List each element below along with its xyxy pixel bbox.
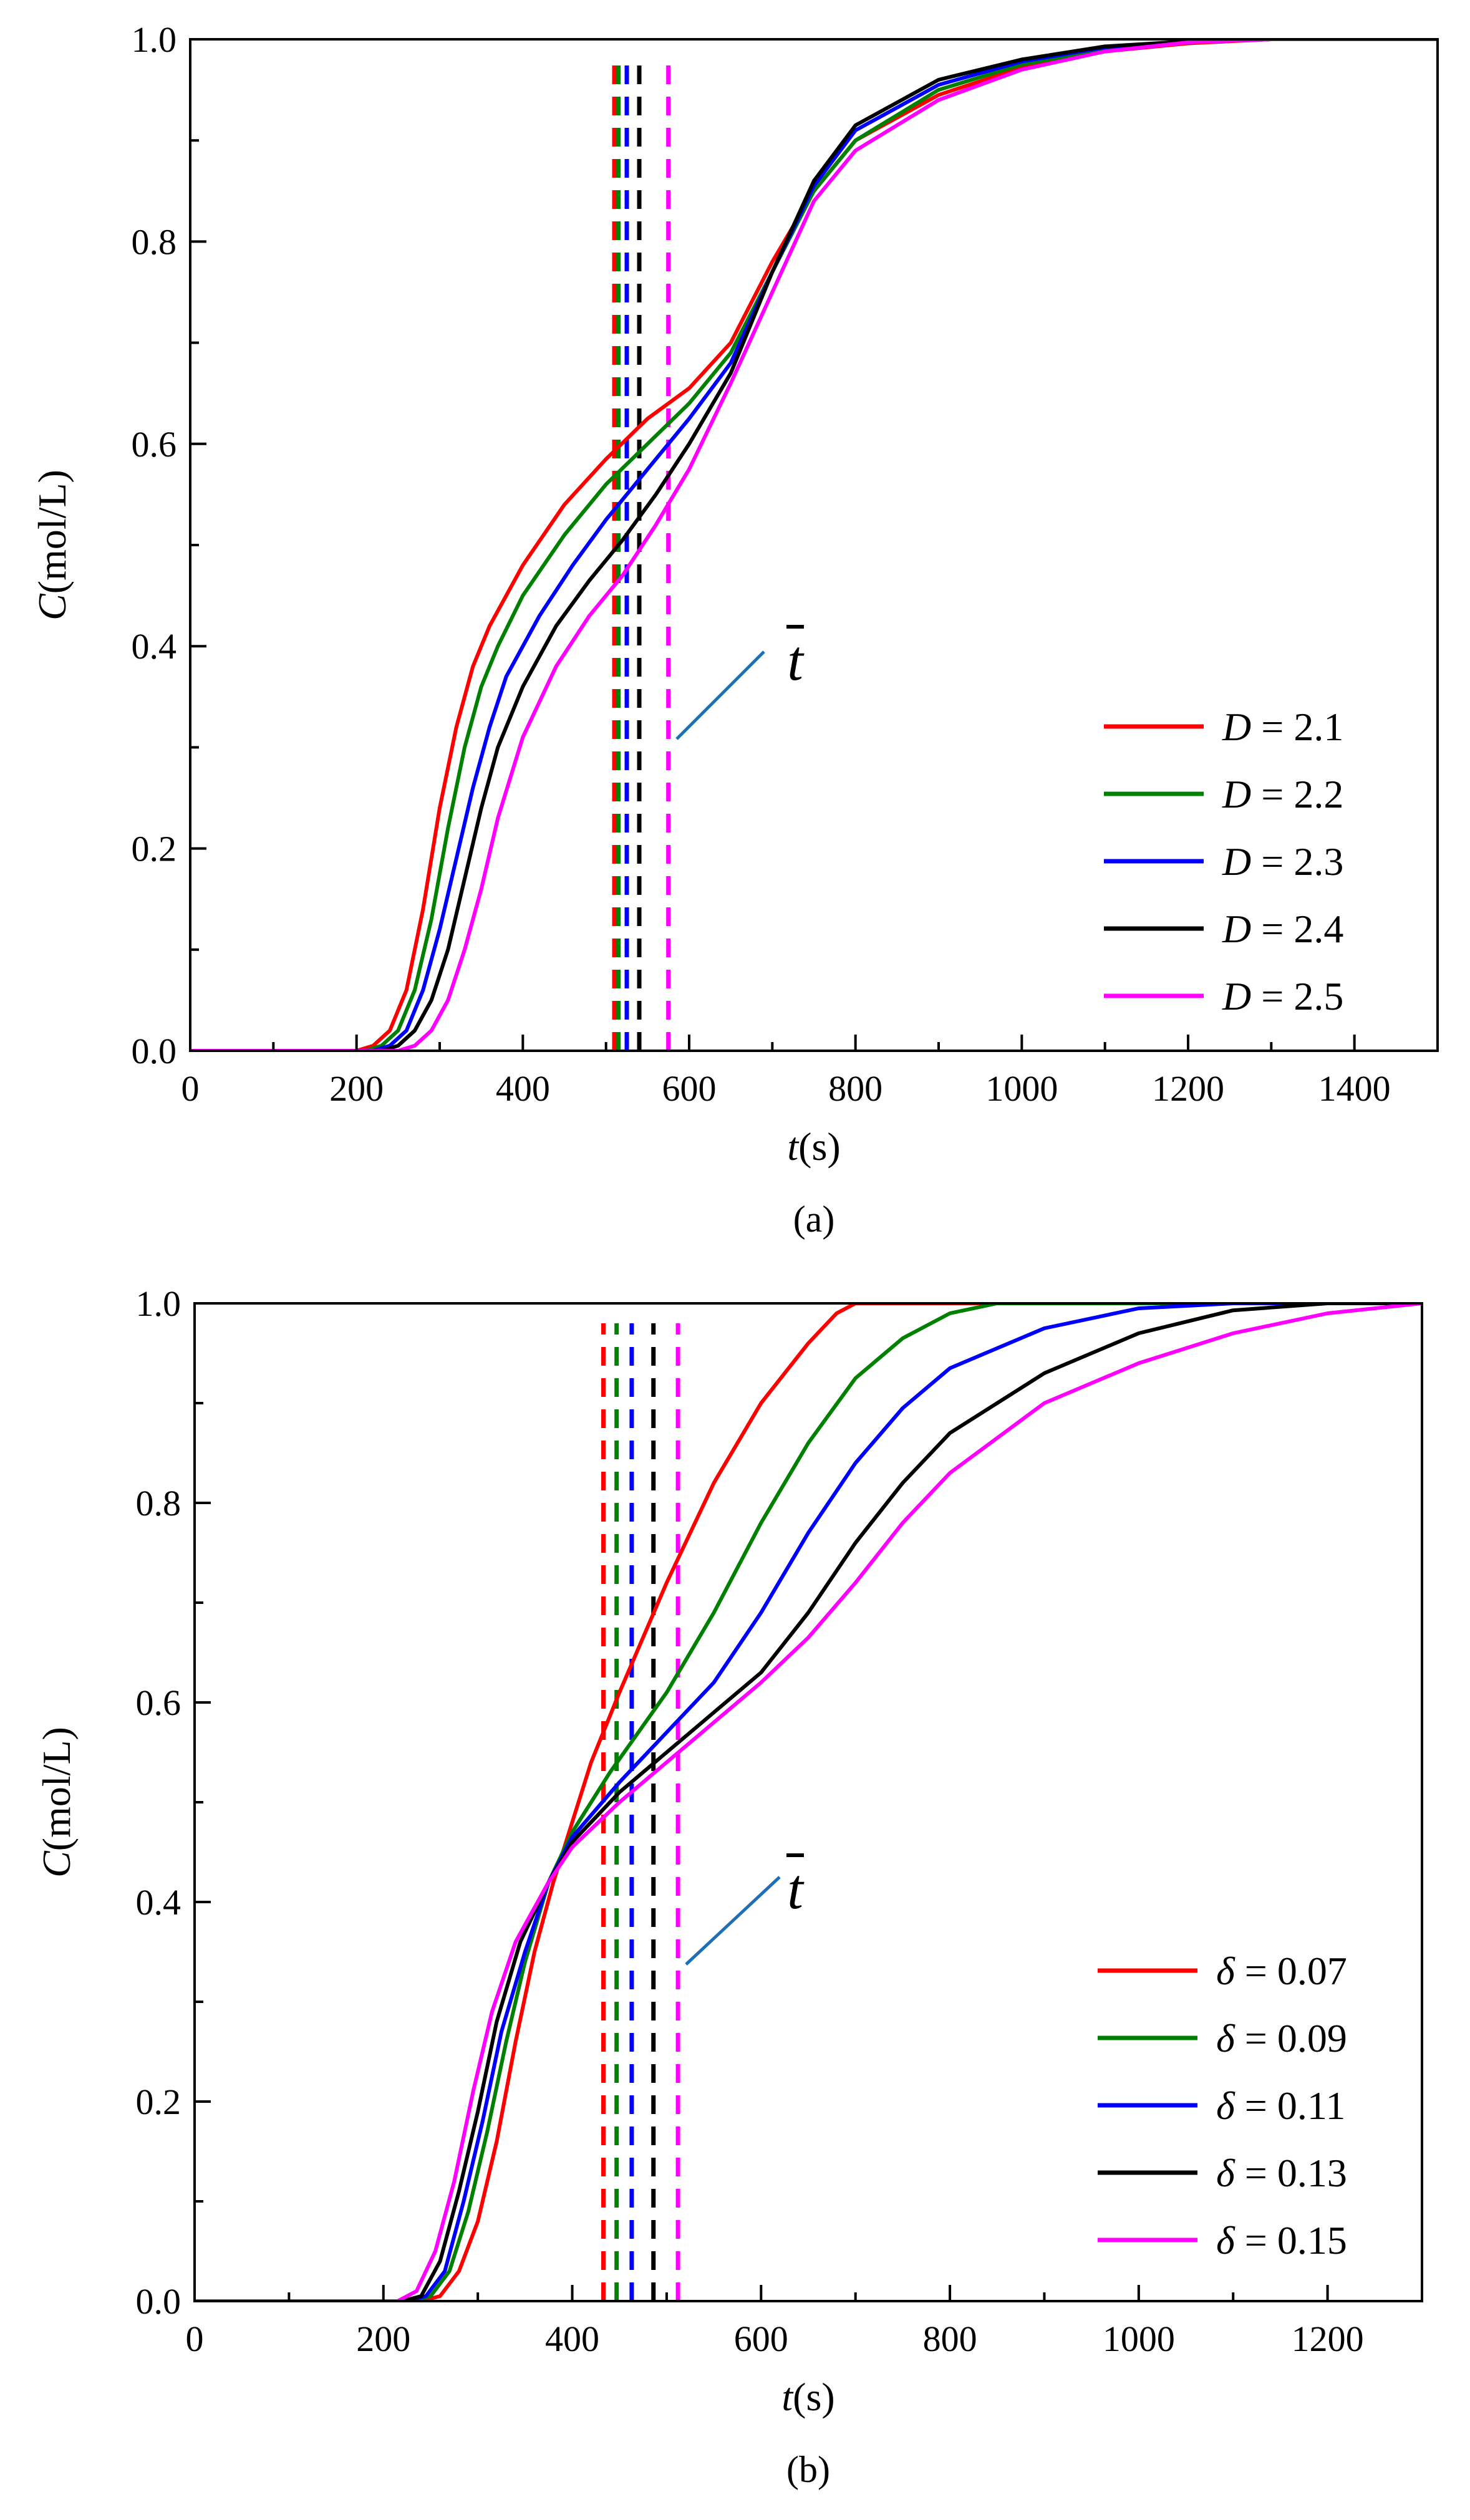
x-axis-title: t(s) — [787, 1124, 840, 1169]
x-tick-label: 1000 — [985, 1068, 1058, 1109]
annotation-pointer — [685, 1876, 781, 1966]
series-line — [190, 39, 1438, 1051]
chart-b: 0 200 400 600 800 1000 1200 0.0 0.2 0.4 0.6 0.8 1.0 t… — [34, 1283, 1423, 2490]
y-axis-title: C(mol/L) — [34, 1727, 79, 1878]
x-tick-label: 0 — [186, 2319, 204, 2359]
x-tick-label: 200 — [329, 1068, 384, 1109]
legend-label: δ = 0.11 — [1216, 2083, 1345, 2128]
chart-a: 0 200 400 600 800 1000 1200 1400 0.0 0.2 0.4 0.6 0.8… — [30, 19, 1439, 1240]
panel-caption: (a) — [793, 1199, 835, 1240]
t-bar-label: t — [787, 629, 805, 692]
x-axis-title: t(s) — [781, 2375, 834, 2419]
series-line — [190, 39, 1438, 1051]
series-line — [190, 39, 1438, 1051]
series-line — [190, 39, 1438, 1051]
y-tick-label: 0.8 — [136, 1483, 181, 1523]
x-tick-label: 0 — [181, 1068, 200, 1109]
y-tick-label: 1.0 — [136, 1283, 181, 1324]
y-tick-label: 0.4 — [132, 626, 177, 667]
y-tick-label: 0.8 — [132, 221, 177, 262]
y-axis-title: C(mol/L) — [30, 470, 74, 620]
legend: δ = 0.07 δ = 0.09 δ = 0.11 δ = 0.13 δ = 0.15 — [1098, 1949, 1347, 2262]
series-line — [195, 1303, 1422, 2301]
legend-label: δ = 0.07 — [1216, 1949, 1347, 1993]
x-tick-label: 1200 — [1292, 2319, 1364, 2359]
legend-label: δ = 0.09 — [1216, 2016, 1347, 2060]
x-tick-label: 400 — [496, 1068, 550, 1109]
x-tick-label: 800 — [923, 2319, 977, 2359]
x-tick-label: 1200 — [1152, 1068, 1224, 1109]
annotation-pointer — [675, 650, 765, 740]
mean-time-lines — [612, 59, 671, 1051]
y-tick-label: 0.0 — [136, 2281, 181, 2322]
x-tick-label: 1000 — [1103, 2319, 1175, 2359]
x-tick-label: 400 — [545, 2319, 599, 2359]
legend-label: D = 2.4 — [1222, 907, 1343, 951]
legend-label: D = 2.5 — [1222, 974, 1343, 1018]
y-tick-label: 0.0 — [132, 1031, 177, 1071]
x-tick-label: 600 — [662, 1068, 717, 1109]
series-curves — [190, 39, 1438, 1051]
x-tick-label: 200 — [356, 2319, 410, 2359]
x-tick-label: 800 — [828, 1068, 882, 1109]
y-tick-label: 0.4 — [136, 1882, 181, 1923]
legend-label: δ = 0.13 — [1216, 2151, 1347, 2195]
y-tick-label: 0.2 — [136, 2082, 181, 2122]
series-curves — [195, 1303, 1422, 2301]
legend-label: δ = 0.15 — [1216, 2218, 1347, 2262]
series-line — [195, 1303, 1422, 2301]
series-line — [195, 1303, 1422, 2301]
series-line — [195, 1303, 1422, 2301]
mean-time-lines — [601, 1323, 680, 2301]
t-bar-annotation: t — [675, 625, 805, 740]
x-tick-label: 600 — [734, 2319, 788, 2359]
y-tick-label: 0.6 — [136, 1682, 181, 1723]
legend: D = 2.1 D = 2.2 D = 2.3 D = 2.4 D = 2.5 — [1104, 705, 1343, 1018]
y-tick-label: 1.0 — [132, 19, 177, 60]
x-tick-label: 1400 — [1318, 1068, 1391, 1109]
y-tick-label: 0.2 — [132, 829, 177, 869]
legend-label: D = 2.1 — [1222, 705, 1343, 749]
series-line — [195, 1303, 1422, 2301]
t-bar-label: t — [787, 1857, 805, 1921]
series-line — [190, 39, 1438, 1051]
y-tick-label: 0.6 — [132, 424, 177, 465]
panel-caption: (b) — [786, 2449, 830, 2490]
legend-label: D = 2.3 — [1222, 839, 1343, 884]
legend-label: D = 2.2 — [1222, 772, 1343, 816]
t-bar-annotation: t — [685, 1853, 805, 1966]
